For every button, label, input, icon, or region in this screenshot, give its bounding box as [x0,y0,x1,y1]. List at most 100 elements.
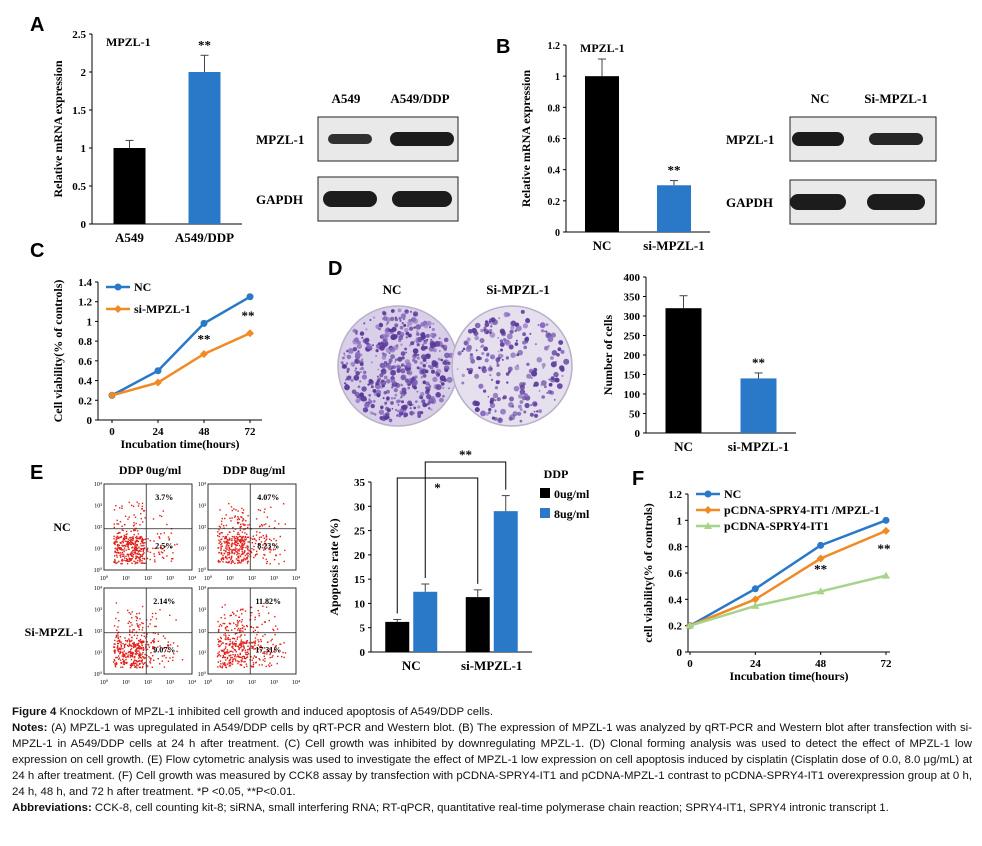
colony [399,332,405,337]
flow-event-dot [234,658,237,660]
flow-event-dot [116,544,119,546]
colony [401,363,405,367]
flow-event-dot [255,656,257,658]
flow-event-dot [120,556,122,558]
flow-event-dot [124,661,126,664]
flow-event-dot [122,540,124,542]
flow-event-dot [123,645,126,647]
chart-f-x-tick-label: 48 [815,658,827,670]
flow-event-dot [254,642,256,644]
flow-event-dot [226,542,228,545]
flow-event-dot [138,660,140,662]
flow-event-dot [136,661,138,663]
flow-event-dot [131,636,133,639]
colony [390,357,393,360]
flow-event-dot [127,546,129,548]
flow-event-dot [125,549,127,551]
flow-event-dot [230,520,232,522]
flow-event-dot [141,662,143,664]
flow-event-dot [238,561,241,564]
colony [551,350,558,356]
flow-event-dot [134,529,136,532]
flow-event-dot [146,633,148,635]
flow-event-dot [224,638,226,640]
colony [431,369,435,374]
flow-event-dot [242,641,244,643]
flow-event-dot [140,550,142,552]
colony [384,401,388,405]
flow-event-dot [241,548,243,550]
flow-event-dot [240,608,242,611]
chart-e-y-tick-label: 10 [354,598,366,610]
colony [383,361,388,365]
colony [401,356,405,360]
flow-event-dot [226,538,228,541]
flow-event-dot [146,648,149,651]
flow-event-dot [142,622,144,625]
flow-event-dot [237,517,240,520]
flow-event-dot [128,638,130,640]
colony [412,318,419,324]
flow-event-dot [136,501,138,503]
colony [495,357,501,363]
flow-event-dot [229,640,231,643]
blot-a-band [390,132,454,146]
colony [483,328,486,332]
flow-event-dot [131,551,133,553]
flow-event-dot [239,631,241,633]
flow-event-dot [242,509,245,511]
flow-event-dot [219,645,221,647]
flow-event-dot [239,643,241,645]
chart-b-bar-1 [657,185,691,232]
flow-event-dot [139,556,141,558]
flow-event-dot [126,560,128,562]
flow-event-dot [246,640,248,642]
flow-event-dot [255,540,257,542]
flow-event-dot [265,536,267,538]
flow-event-dot [131,555,134,558]
colony [522,323,529,329]
colony [391,381,398,388]
colony [403,391,407,395]
flow-event-dot [142,548,144,550]
flow-event-dot [113,541,116,543]
chart-e-bar [465,597,490,652]
flow-event-dot [135,660,138,662]
flow-event-dot [172,558,174,560]
colony [541,395,545,399]
colony [357,385,361,389]
flow-event-dot [245,553,248,555]
colony [378,409,385,415]
flow-event-dot [245,546,247,549]
flow-event-dot [218,629,220,631]
flow-event-dot [250,641,253,644]
flow-event-dot [117,631,120,633]
flow-event-dot [222,655,224,657]
colony [425,362,428,364]
flow-event-dot [114,666,117,668]
flow-event-dot [114,561,116,564]
colony [512,411,518,417]
flow-event-dot [119,554,122,556]
flow-event-dot [228,560,230,563]
flow-event-dot [128,543,130,545]
flow-x-tick-label: 10² [144,680,152,686]
flow-event-dot [266,560,268,563]
flow-event-dot [115,538,117,541]
flow-event-dot [157,646,159,648]
flow-event-dot [114,639,116,642]
flow-event-dot [136,549,138,551]
colony [398,338,402,343]
flow-event-dot [238,616,240,618]
chart-b-y-tick-label: 0.2 [548,197,561,208]
flow-event-dot [129,667,132,669]
flow-event-dot [249,659,251,661]
flow-event-dot [232,641,234,643]
flow-event-dot [218,525,221,527]
flow-event-dot [116,640,119,642]
flow-event-dot [219,533,221,535]
flow-event-dot [241,624,244,626]
flow-event-dot [273,651,276,653]
flow-event-dot [142,545,144,547]
flow-event-dot [227,542,230,544]
